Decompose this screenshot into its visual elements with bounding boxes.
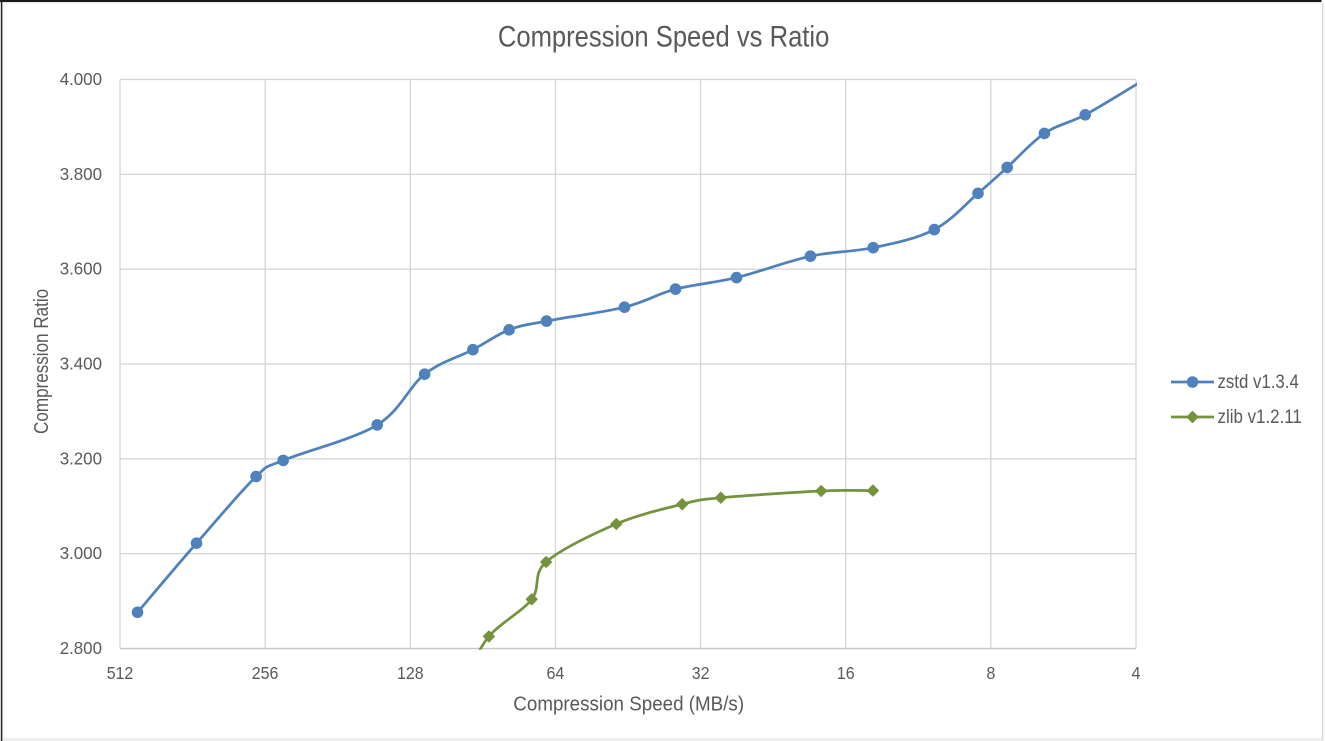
svg-text:4.000: 4.000 xyxy=(60,69,102,89)
svg-text:32: 32 xyxy=(692,663,710,683)
svg-text:8: 8 xyxy=(986,663,995,683)
svg-text:Compression Ratio: Compression Ratio xyxy=(30,289,53,434)
svg-text:3.800: 3.800 xyxy=(60,164,102,184)
svg-text:Compression Speed vs Ratio: Compression Speed vs Ratio xyxy=(498,21,830,54)
svg-text:512: 512 xyxy=(107,663,134,683)
svg-text:128: 128 xyxy=(397,663,424,683)
svg-text:64: 64 xyxy=(547,663,565,683)
svg-text:3.600: 3.600 xyxy=(60,259,102,279)
svg-text:zstd v1.3.4: zstd v1.3.4 xyxy=(1218,372,1300,393)
svg-text:3.400: 3.400 xyxy=(60,354,102,374)
svg-text:3.000: 3.000 xyxy=(60,543,102,563)
svg-text:256: 256 xyxy=(252,663,279,683)
svg-text:4: 4 xyxy=(1132,663,1141,683)
svg-text:2.800: 2.800 xyxy=(60,638,102,658)
svg-text:Compression Speed (MB/s): Compression Speed (MB/s) xyxy=(513,692,744,715)
svg-text:3.200: 3.200 xyxy=(60,448,102,468)
svg-text:zlib v1.2.11: zlib v1.2.11 xyxy=(1218,407,1302,428)
svg-text:16: 16 xyxy=(837,663,855,683)
